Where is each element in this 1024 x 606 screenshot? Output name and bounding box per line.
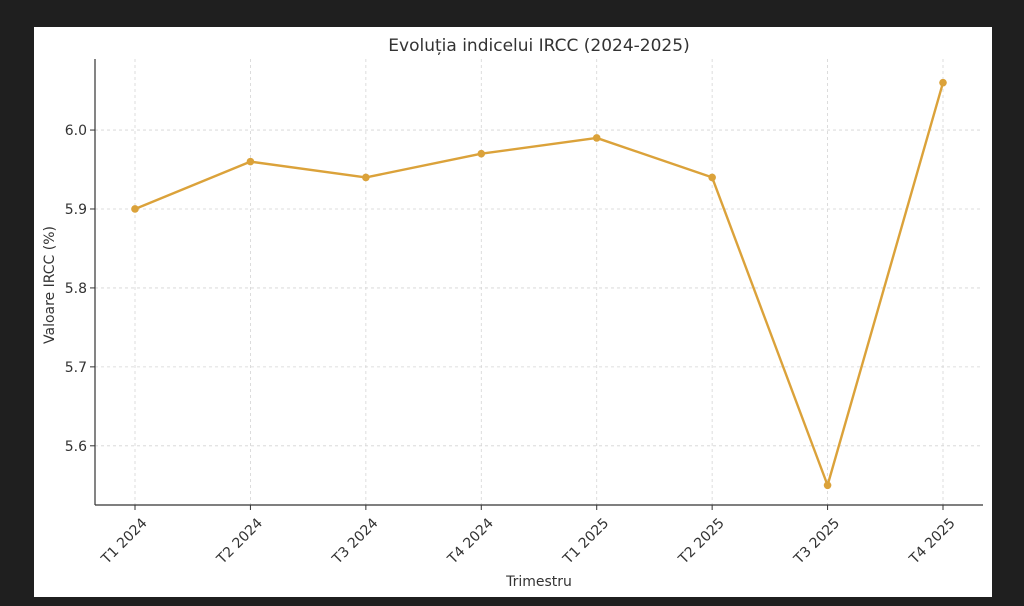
line-chart: Evoluția indicelui IRCC (2024-2025) 5.65… bbox=[42, 36, 983, 590]
chart-panel: Evoluția indicelui IRCC (2024-2025) 5.6 5… bbox=[34, 27, 992, 597]
chart-title: Evoluția indicelui IRCC (2024-2025) bbox=[388, 36, 689, 56]
x-tick-label: T2 2024 bbox=[213, 515, 266, 568]
data-point bbox=[823, 481, 832, 490]
series-line bbox=[134, 82, 945, 487]
x-tick-label: T3 2025 bbox=[790, 515, 843, 568]
y-tick-label: 5.6 bbox=[65, 439, 87, 455]
grid-lines bbox=[95, 59, 983, 505]
x-tick-label: T4 2024 bbox=[444, 515, 497, 568]
data-point bbox=[708, 173, 716, 182]
y-tick-label: 5.7 bbox=[65, 360, 87, 376]
data-point bbox=[939, 78, 947, 87]
x-tick-label: T1 2025 bbox=[560, 515, 613, 568]
y-tick-label: 6.0 bbox=[65, 123, 87, 139]
x-tick-label: T3 2024 bbox=[329, 515, 382, 568]
x-axis-ticks: T1 2024 T2 2024 T3 2024 T4 2024 T1 2025 T2 20… bbox=[98, 505, 959, 568]
data-point bbox=[246, 157, 255, 166]
x-axis-label: Trimestru bbox=[505, 574, 572, 590]
data-point bbox=[362, 173, 370, 182]
x-tick-label: T1 2024 bbox=[98, 515, 151, 568]
data-point bbox=[477, 149, 486, 158]
x-tick-label: T4 2025 bbox=[906, 515, 959, 568]
y-axis-ticks: 5.6 5.7 5.8 5.9 6.0 bbox=[65, 123, 95, 455]
y-tick-label: 5.9 bbox=[65, 202, 87, 218]
axes bbox=[94, 59, 983, 506]
series bbox=[131, 78, 947, 490]
data-point bbox=[592, 134, 601, 142]
x-tick-label: T2 2025 bbox=[675, 515, 728, 568]
data-point bbox=[131, 205, 139, 213]
y-axis-label: Valoare IRCC (%) bbox=[42, 226, 58, 344]
y-tick-label: 5.8 bbox=[65, 281, 87, 297]
